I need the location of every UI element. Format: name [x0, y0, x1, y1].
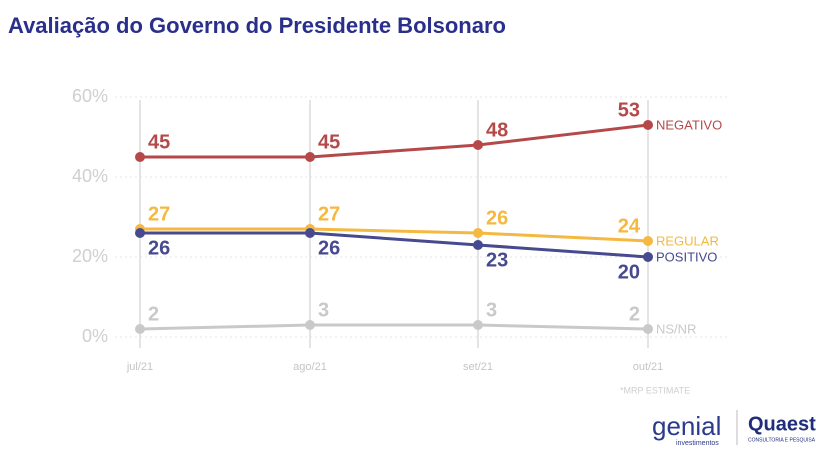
- data-label: 3: [486, 299, 497, 321]
- data-label: 3: [318, 299, 329, 321]
- data-label: 26: [148, 237, 170, 259]
- data-label: 2: [148, 303, 159, 325]
- point: [305, 320, 315, 330]
- data-label: 27: [148, 203, 170, 225]
- logo-quaest-sub: CONSULTORIA E PESQUISA: [748, 437, 816, 443]
- point: [643, 236, 653, 246]
- legend-label: REGULAR: [656, 233, 719, 248]
- data-label: 23: [486, 249, 508, 271]
- data-label: 45: [318, 131, 340, 153]
- point: [135, 324, 145, 334]
- y-tick-label: 20%: [72, 246, 108, 266]
- legend-label: POSITIVO: [656, 249, 717, 264]
- x-tick-label: jul/21: [126, 361, 153, 373]
- y-tick-label: 40%: [72, 166, 108, 186]
- series-line: [140, 227, 649, 243]
- point: [643, 324, 653, 334]
- data-label: 24: [618, 215, 641, 237]
- point: [643, 120, 653, 130]
- note: *MRP ESTIMATE: [620, 385, 690, 395]
- legend-label: NEGATIVO: [656, 117, 722, 132]
- x-tick-label: set/21: [463, 361, 493, 373]
- data-label: 53: [618, 99, 640, 121]
- logo-quaest: Quaest: [748, 413, 816, 435]
- point: [473, 240, 483, 250]
- y-tick-label: 0%: [82, 326, 108, 346]
- y-tick-label: 60%: [72, 86, 108, 106]
- point: [473, 140, 483, 150]
- logo-genial-sub: investimentos: [676, 440, 719, 447]
- chart-title: Avaliação do Governo do Presidente Bolso…: [8, 13, 506, 38]
- point: [135, 228, 145, 238]
- point: [473, 228, 483, 238]
- series-line: [140, 231, 649, 259]
- point: [135, 152, 145, 162]
- point: [305, 152, 315, 162]
- data-label: 26: [318, 237, 340, 259]
- data-label: 45: [148, 131, 170, 153]
- point: [305, 228, 315, 238]
- x-tick-label: ago/21: [293, 361, 327, 373]
- point: [473, 320, 483, 330]
- x-tick-label: out/21: [633, 361, 664, 373]
- data-label: 27: [318, 203, 340, 225]
- data-label: 48: [486, 119, 508, 141]
- data-label: 2: [629, 303, 640, 325]
- legend-label: NS/NR: [656, 321, 696, 336]
- data-label: 26: [486, 207, 508, 229]
- data-label: 20: [618, 261, 640, 283]
- point: [643, 252, 653, 262]
- series-line: [140, 123, 649, 159]
- logo-genial: genial: [652, 411, 721, 441]
- series-line: [139, 323, 649, 331]
